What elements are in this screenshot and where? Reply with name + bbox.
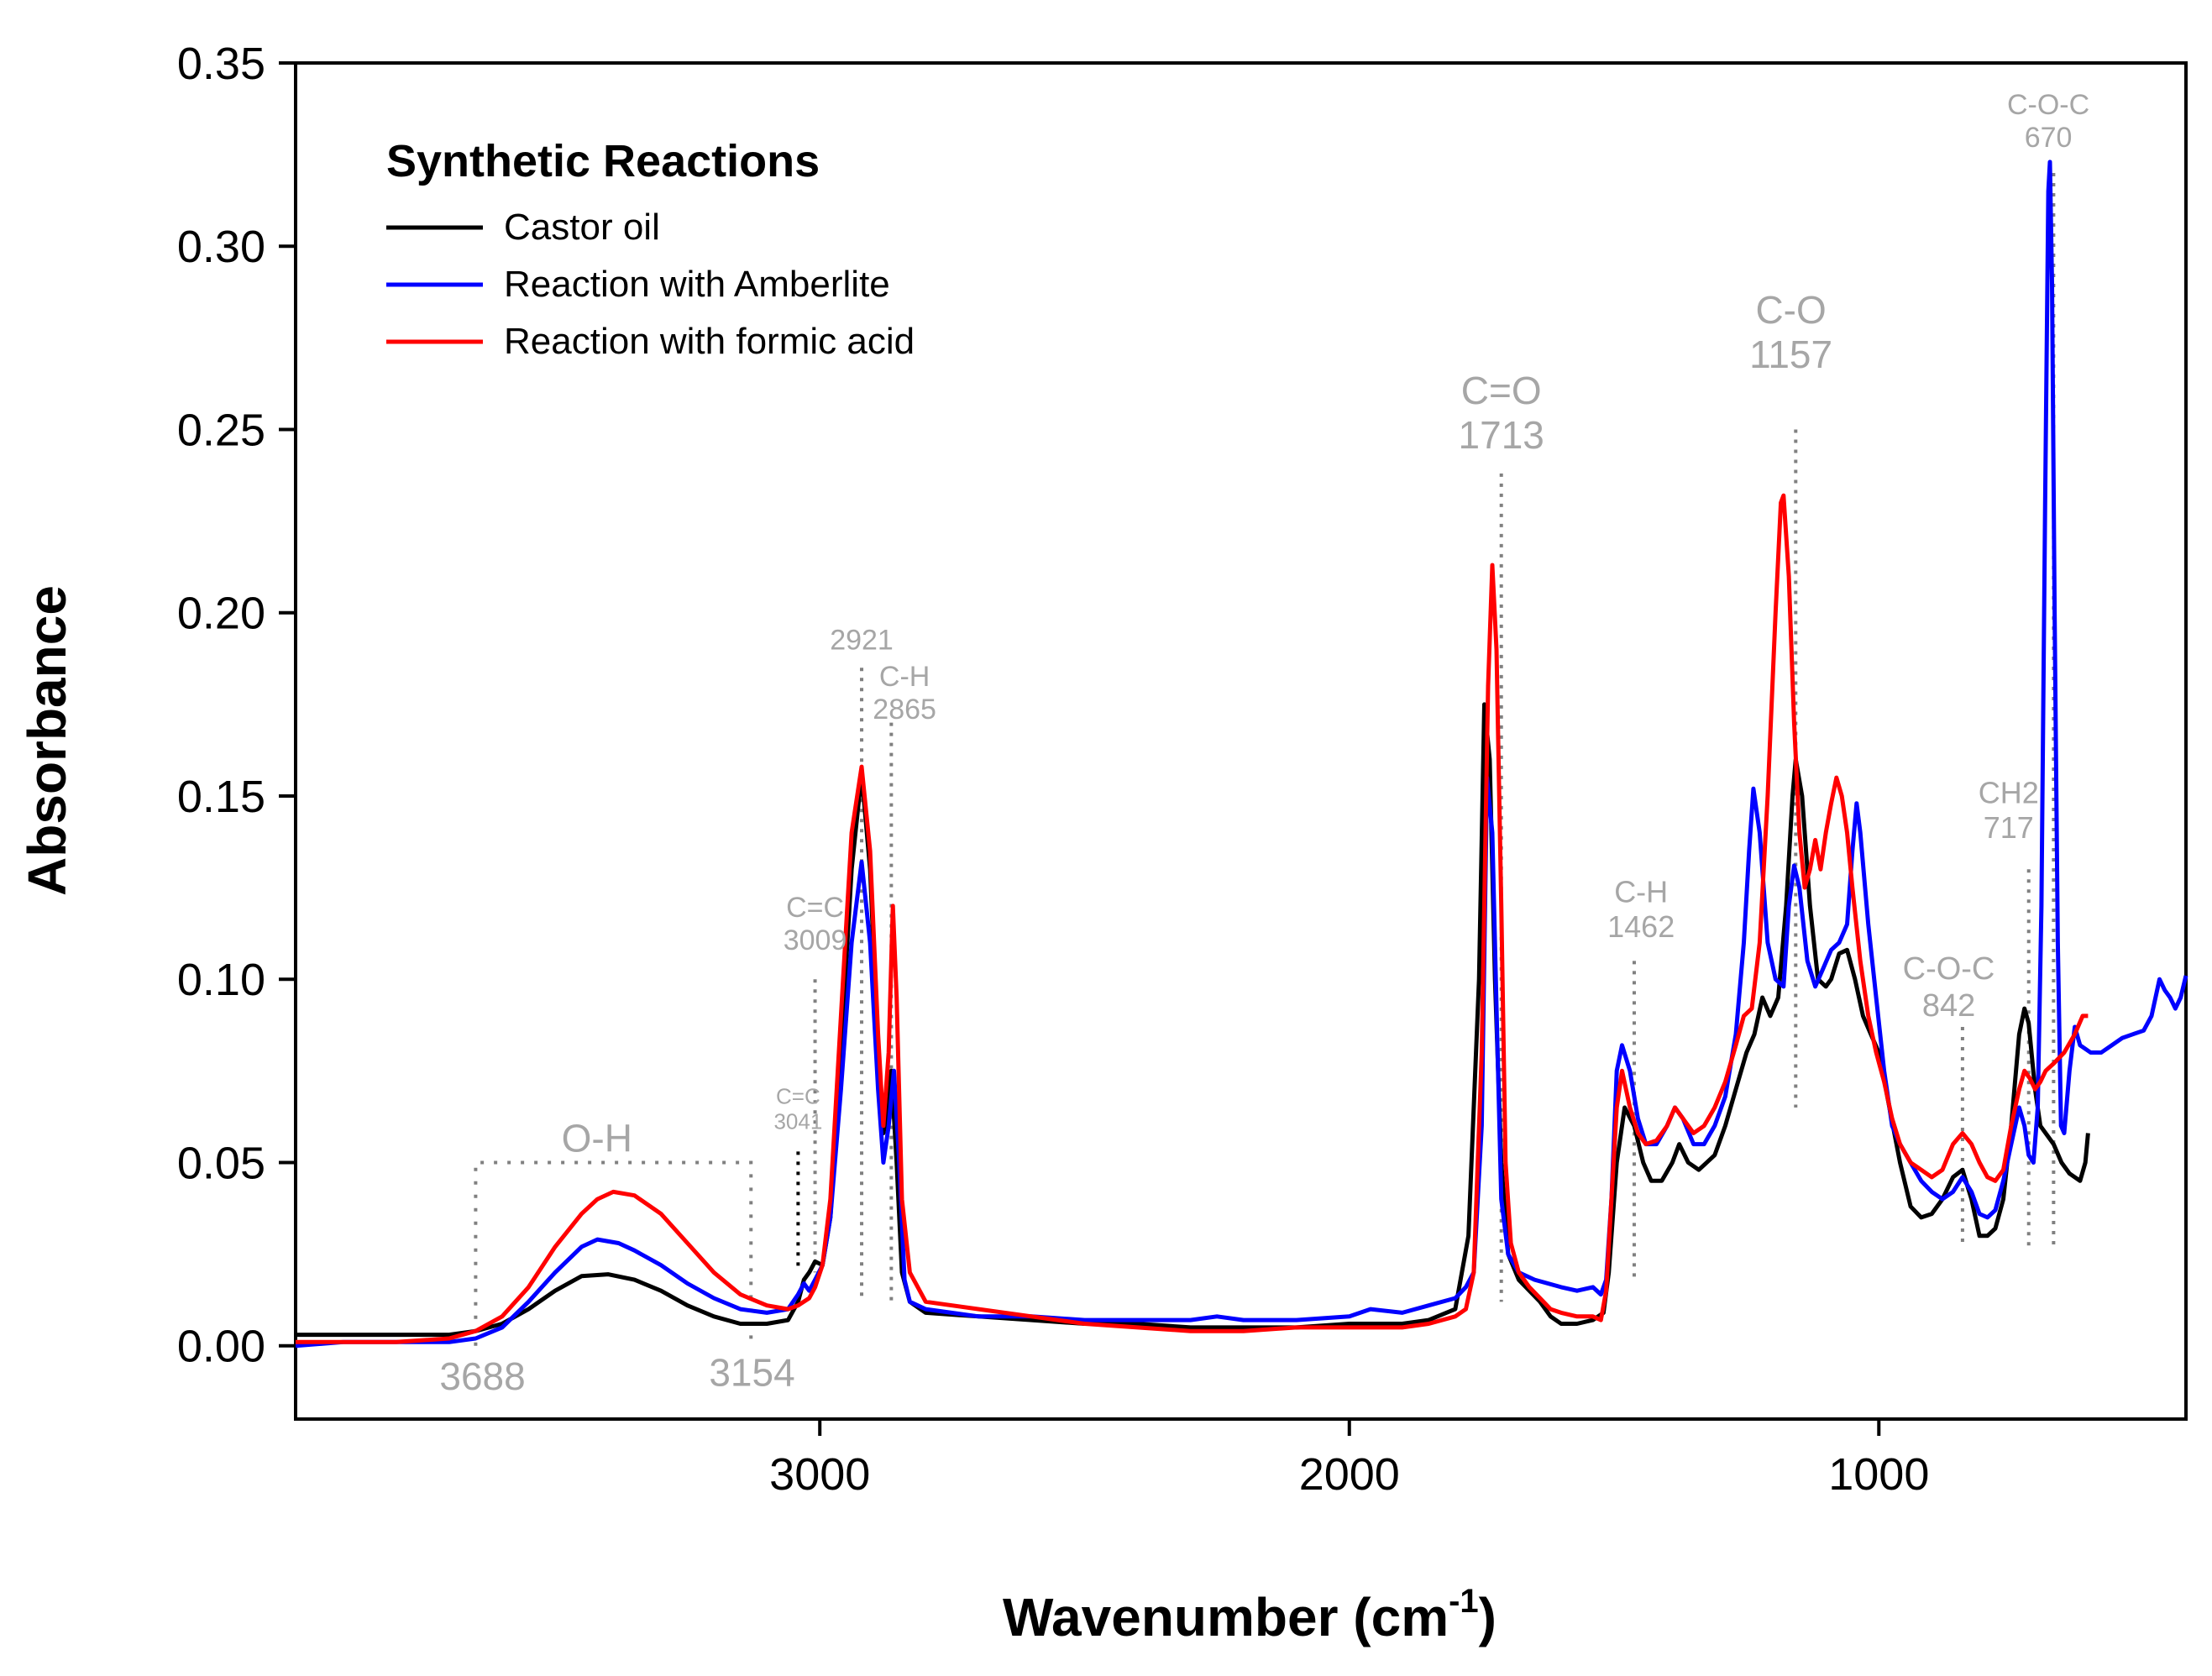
- peak-label-cc-3009: C=C 3009: [784, 892, 847, 956]
- peak-label-co-1713: C=O 1713: [1459, 369, 1544, 457]
- peak-label-line: 3688: [439, 1354, 525, 1398]
- plot-frame: [294, 61, 2188, 1421]
- peak-label-line: C-H: [879, 661, 930, 693]
- y-axis-title: Absorbance: [17, 585, 77, 896]
- x-tick-label: 1000: [1828, 1449, 1929, 1500]
- peak-label-cc-3041: C=C 3041: [773, 1084, 822, 1134]
- peak-label-line: C=C: [786, 892, 844, 924]
- peak-label-line: 670: [2025, 122, 2073, 154]
- legend-entry-label: Reaction with Amberlite: [504, 264, 890, 305]
- peak-label-oh-right: 3154: [709, 1351, 794, 1395]
- peak-label-line: 842: [1922, 988, 1975, 1024]
- x-axis-title-sup: -1: [1449, 1583, 1479, 1620]
- peak-label-line: C-O: [1755, 288, 1826, 332]
- peak-label-line: 2865: [873, 694, 936, 725]
- peak-label-line: 1713: [1459, 413, 1544, 457]
- peak-label-line: 1157: [1749, 333, 1832, 376]
- peak-label-ch2-717: CH2 717: [1979, 776, 2039, 845]
- peak-label-line: 1462: [1607, 909, 1675, 944]
- peak-label-line: C=O: [1461, 369, 1542, 412]
- peak-label-line: C-O-C: [1903, 951, 1995, 987]
- peak-label-line: 3009: [784, 924, 847, 956]
- legend-title: Synthetic Reactions: [386, 136, 820, 186]
- y-tick-label: 0.10: [177, 955, 265, 1005]
- peak-label-line: 2921: [830, 624, 894, 656]
- peak-label-line: 3154: [709, 1351, 794, 1395]
- peak-label-line: 3041: [773, 1109, 822, 1134]
- x-axis-title-main: Wavenumber (cm: [1003, 1587, 1449, 1647]
- y-tick-label: 0.05: [177, 1138, 265, 1188]
- peak-label-co-1157: C-O 1157: [1749, 288, 1832, 376]
- series-layer: [295, 160, 2188, 1349]
- peak-label-oh-left: 3688: [439, 1354, 525, 1398]
- peak-label-ch-1462: C-H 1462: [1607, 875, 1675, 944]
- peak-label-line: O-H: [562, 1116, 632, 1160]
- y-tick-label: 0.20: [177, 589, 265, 639]
- peak-label-coc-670: C-O-C 670: [2007, 89, 2089, 154]
- peak-label-line: CH2: [1979, 776, 2039, 810]
- legend-entry-label: Reaction with formic acid: [504, 321, 915, 362]
- x-axis-title: Wavenumber (cm-1): [1003, 1583, 1497, 1647]
- axes-layer: 0.00 0.05 0.10 0.15 0.20 0.25 0.30 0.35 3000 2000…: [177, 39, 2188, 1500]
- peak-label-ch-2865: C-H 2865: [873, 661, 936, 725]
- peak-label-coc-842: C-O-C 842: [1903, 951, 1995, 1024]
- series-line-castor-oil: [296, 702, 2090, 1338]
- x-tick-label: 2000: [1299, 1449, 1400, 1500]
- y-tick-label: 0.15: [177, 772, 265, 822]
- peak-label-oh: O-H: [562, 1116, 632, 1160]
- x-tick-label: 3000: [769, 1449, 870, 1500]
- series-line-reaction-with-formic-acid: [296, 493, 2089, 1344]
- peak-label-line: 717: [1984, 810, 2034, 845]
- peak-label-line: C=C: [776, 1084, 820, 1109]
- y-tick-label: 0.35: [177, 39, 265, 89]
- legend: Synthetic Reactions Castor oil Reaction wi…: [386, 136, 915, 362]
- y-tick-label: 0.00: [177, 1322, 265, 1372]
- legend-entry-label: Castor oil: [504, 207, 660, 248]
- peak-label-ch-2921: 2921: [830, 624, 894, 656]
- peak-label-line: C-O-C: [2007, 89, 2089, 121]
- y-tick-label: 0.30: [177, 222, 265, 272]
- peak-label-line: C-H: [1614, 875, 1668, 909]
- y-tick-label: 0.25: [177, 405, 265, 455]
- x-axis-title-close: ): [1479, 1587, 1497, 1647]
